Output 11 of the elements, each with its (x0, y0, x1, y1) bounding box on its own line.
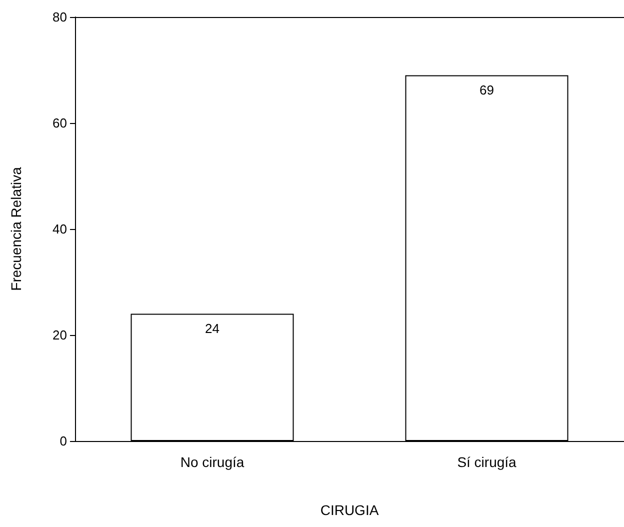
x-tick-label: No cirugía (180, 454, 244, 470)
y-axis-title: Frecuencia Relativa (8, 166, 24, 291)
x-tick-label: Sí cirugía (457, 454, 517, 470)
y-tick-label: 0 (60, 434, 67, 448)
x-axis-title: CIRUGIA (320, 502, 380, 518)
data-label: 24 (205, 320, 220, 336)
y-tick-label: 80 (52, 10, 67, 24)
y-tick-label: 20 (52, 328, 67, 342)
y-tick-label: 60 (52, 116, 67, 130)
data-label: 69 (480, 82, 494, 98)
y-tick-label: 40 (52, 222, 67, 236)
